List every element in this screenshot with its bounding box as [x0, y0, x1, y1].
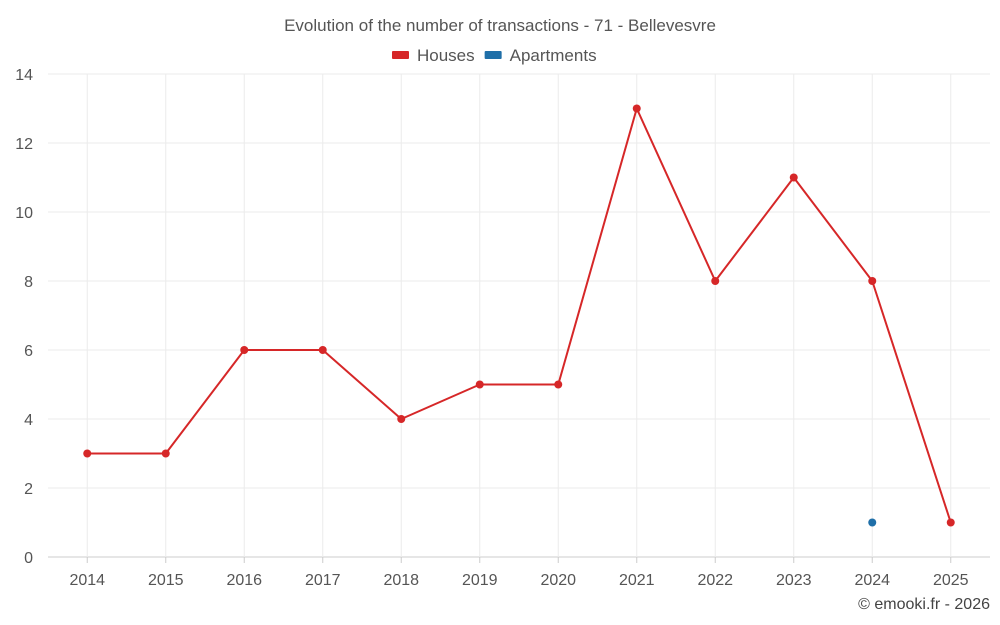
series-layer	[83, 104, 955, 527]
y-axis: 0 2 4 6 8 10 12 14	[15, 67, 33, 567]
houses-point	[868, 277, 877, 285]
x-axis: 2014 2015 2016 2017 2018 2019 2020 2021 2022 2023…	[69, 557, 969, 589]
y-tick-label: 14	[15, 67, 33, 84]
y-tick-label: 8	[24, 274, 33, 291]
y-tick-label: 2	[24, 481, 33, 498]
y-tick-label: 4	[24, 412, 33, 429]
y-tick-label: 10	[15, 205, 33, 222]
x-tick-label: 2014	[69, 572, 105, 589]
houses-point	[240, 346, 249, 354]
x-tick-label: 2015	[148, 572, 184, 589]
credit-text: © emooki.fr - 2026	[858, 596, 990, 613]
houses-point	[83, 449, 92, 458]
houses-point	[397, 415, 406, 423]
houses-point	[711, 277, 720, 285]
series-apartments	[868, 518, 877, 527]
legend-swatch-houses	[392, 51, 409, 59]
x-tick-label: 2018	[383, 572, 419, 589]
y-tick-label: 0	[24, 550, 33, 567]
houses-line	[87, 107, 952, 523]
x-tick-label: 2022	[697, 572, 733, 589]
houses-point	[554, 380, 563, 389]
x-tick-label: 2021	[619, 572, 655, 589]
y-tick-label: 6	[24, 343, 33, 360]
x-tick-label: 2016	[226, 572, 262, 589]
apartments-point	[868, 518, 877, 527]
gridlines	[48, 73, 990, 558]
x-tick-label: 2023	[776, 572, 812, 589]
legend-item-houses[interactable]: Houses	[392, 46, 475, 65]
legend-label-houses: Houses	[417, 46, 475, 65]
x-tick-label: 2020	[540, 572, 576, 589]
x-tick-label: 2025	[933, 572, 969, 589]
y-tick-label: 12	[15, 136, 33, 153]
x-tick-label: 2024	[854, 572, 890, 589]
legend: Houses Apartments	[392, 46, 597, 65]
chart-title: Evolution of the number of transactions …	[284, 16, 716, 35]
houses-point	[161, 449, 170, 458]
x-tick-label: 2019	[462, 572, 498, 589]
series-houses	[83, 104, 955, 527]
houses-point	[946, 518, 955, 527]
x-tick-label: 2017	[305, 572, 341, 589]
houses-point	[318, 346, 327, 354]
houses-point	[475, 380, 484, 389]
legend-item-apartments[interactable]: Apartments	[484, 46, 597, 65]
legend-swatch-apartments	[484, 51, 502, 59]
houses-point	[789, 173, 798, 182]
legend-label-apartments: Apartments	[510, 46, 597, 65]
houses-point	[632, 104, 641, 113]
